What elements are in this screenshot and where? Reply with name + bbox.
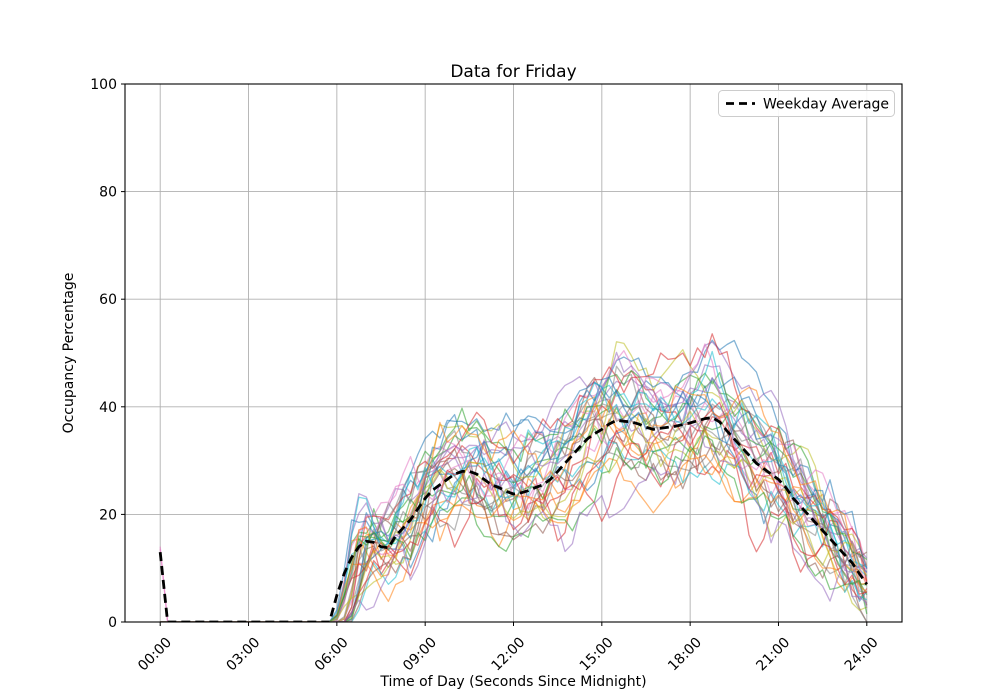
- weekday-average-layer: [158, 416, 868, 622]
- x-tick-label: 03:00: [224, 635, 264, 675]
- y-tick-label: 40: [99, 400, 117, 416]
- plot-grid: [125, 83, 902, 623]
- x-tick-label: 12:00: [488, 635, 528, 675]
- chart-title: Data for Friday: [450, 62, 576, 82]
- x-tick-label: 09:00: [400, 635, 440, 675]
- day-series-line: [160, 376, 868, 622]
- x-axis-label: Time of Day (Seconds Since Midnight): [379, 674, 646, 690]
- day-series-line: [160, 364, 868, 622]
- day-series-line: [160, 426, 868, 622]
- legend-box: [718, 90, 895, 117]
- day-series-line: [160, 412, 868, 622]
- legend: Weekday Average: [718, 90, 895, 117]
- day-series-line: [160, 410, 868, 622]
- legend-label: Weekday Average: [763, 97, 889, 113]
- day-series-line: [160, 406, 868, 622]
- x-tick-label: 00:00: [135, 635, 175, 675]
- x-tick-label: 18:00: [665, 635, 705, 675]
- day-series-line: [160, 435, 868, 622]
- y-tick-label: 80: [99, 185, 117, 201]
- x-tick-label: 21:00: [753, 635, 793, 675]
- y-tick-label: 20: [99, 507, 117, 523]
- x-tick-label: 24:00: [842, 635, 882, 675]
- day-series-line: [160, 441, 868, 622]
- day-series-line: [160, 369, 868, 622]
- day-series-line: [159, 343, 868, 622]
- day-series-line: [160, 376, 868, 622]
- y-axis-label: Occupancy Percentage: [61, 273, 77, 434]
- day-series-lines: [159, 333, 868, 622]
- weekday-average-line: [158, 416, 868, 622]
- x-tick-label: 06:00: [312, 635, 352, 675]
- y-tick-label: 0: [108, 615, 117, 631]
- day-series-line: [160, 365, 867, 622]
- y-tick-label: 60: [99, 292, 117, 308]
- day-series-line: [160, 341, 868, 622]
- day-series-line: [160, 376, 868, 622]
- axes-spines-and-ticks: 00:00 03:00 06:00 09:00 12:00 15:00 18:00 21:00…: [90, 77, 903, 675]
- x-tick-label: 15:00: [577, 635, 617, 675]
- day-series-line: [160, 339, 868, 622]
- day-series-line: [160, 350, 868, 622]
- day-series-line: [160, 385, 868, 622]
- day-series-line: [160, 422, 868, 622]
- y-tick-label: 100: [90, 77, 117, 93]
